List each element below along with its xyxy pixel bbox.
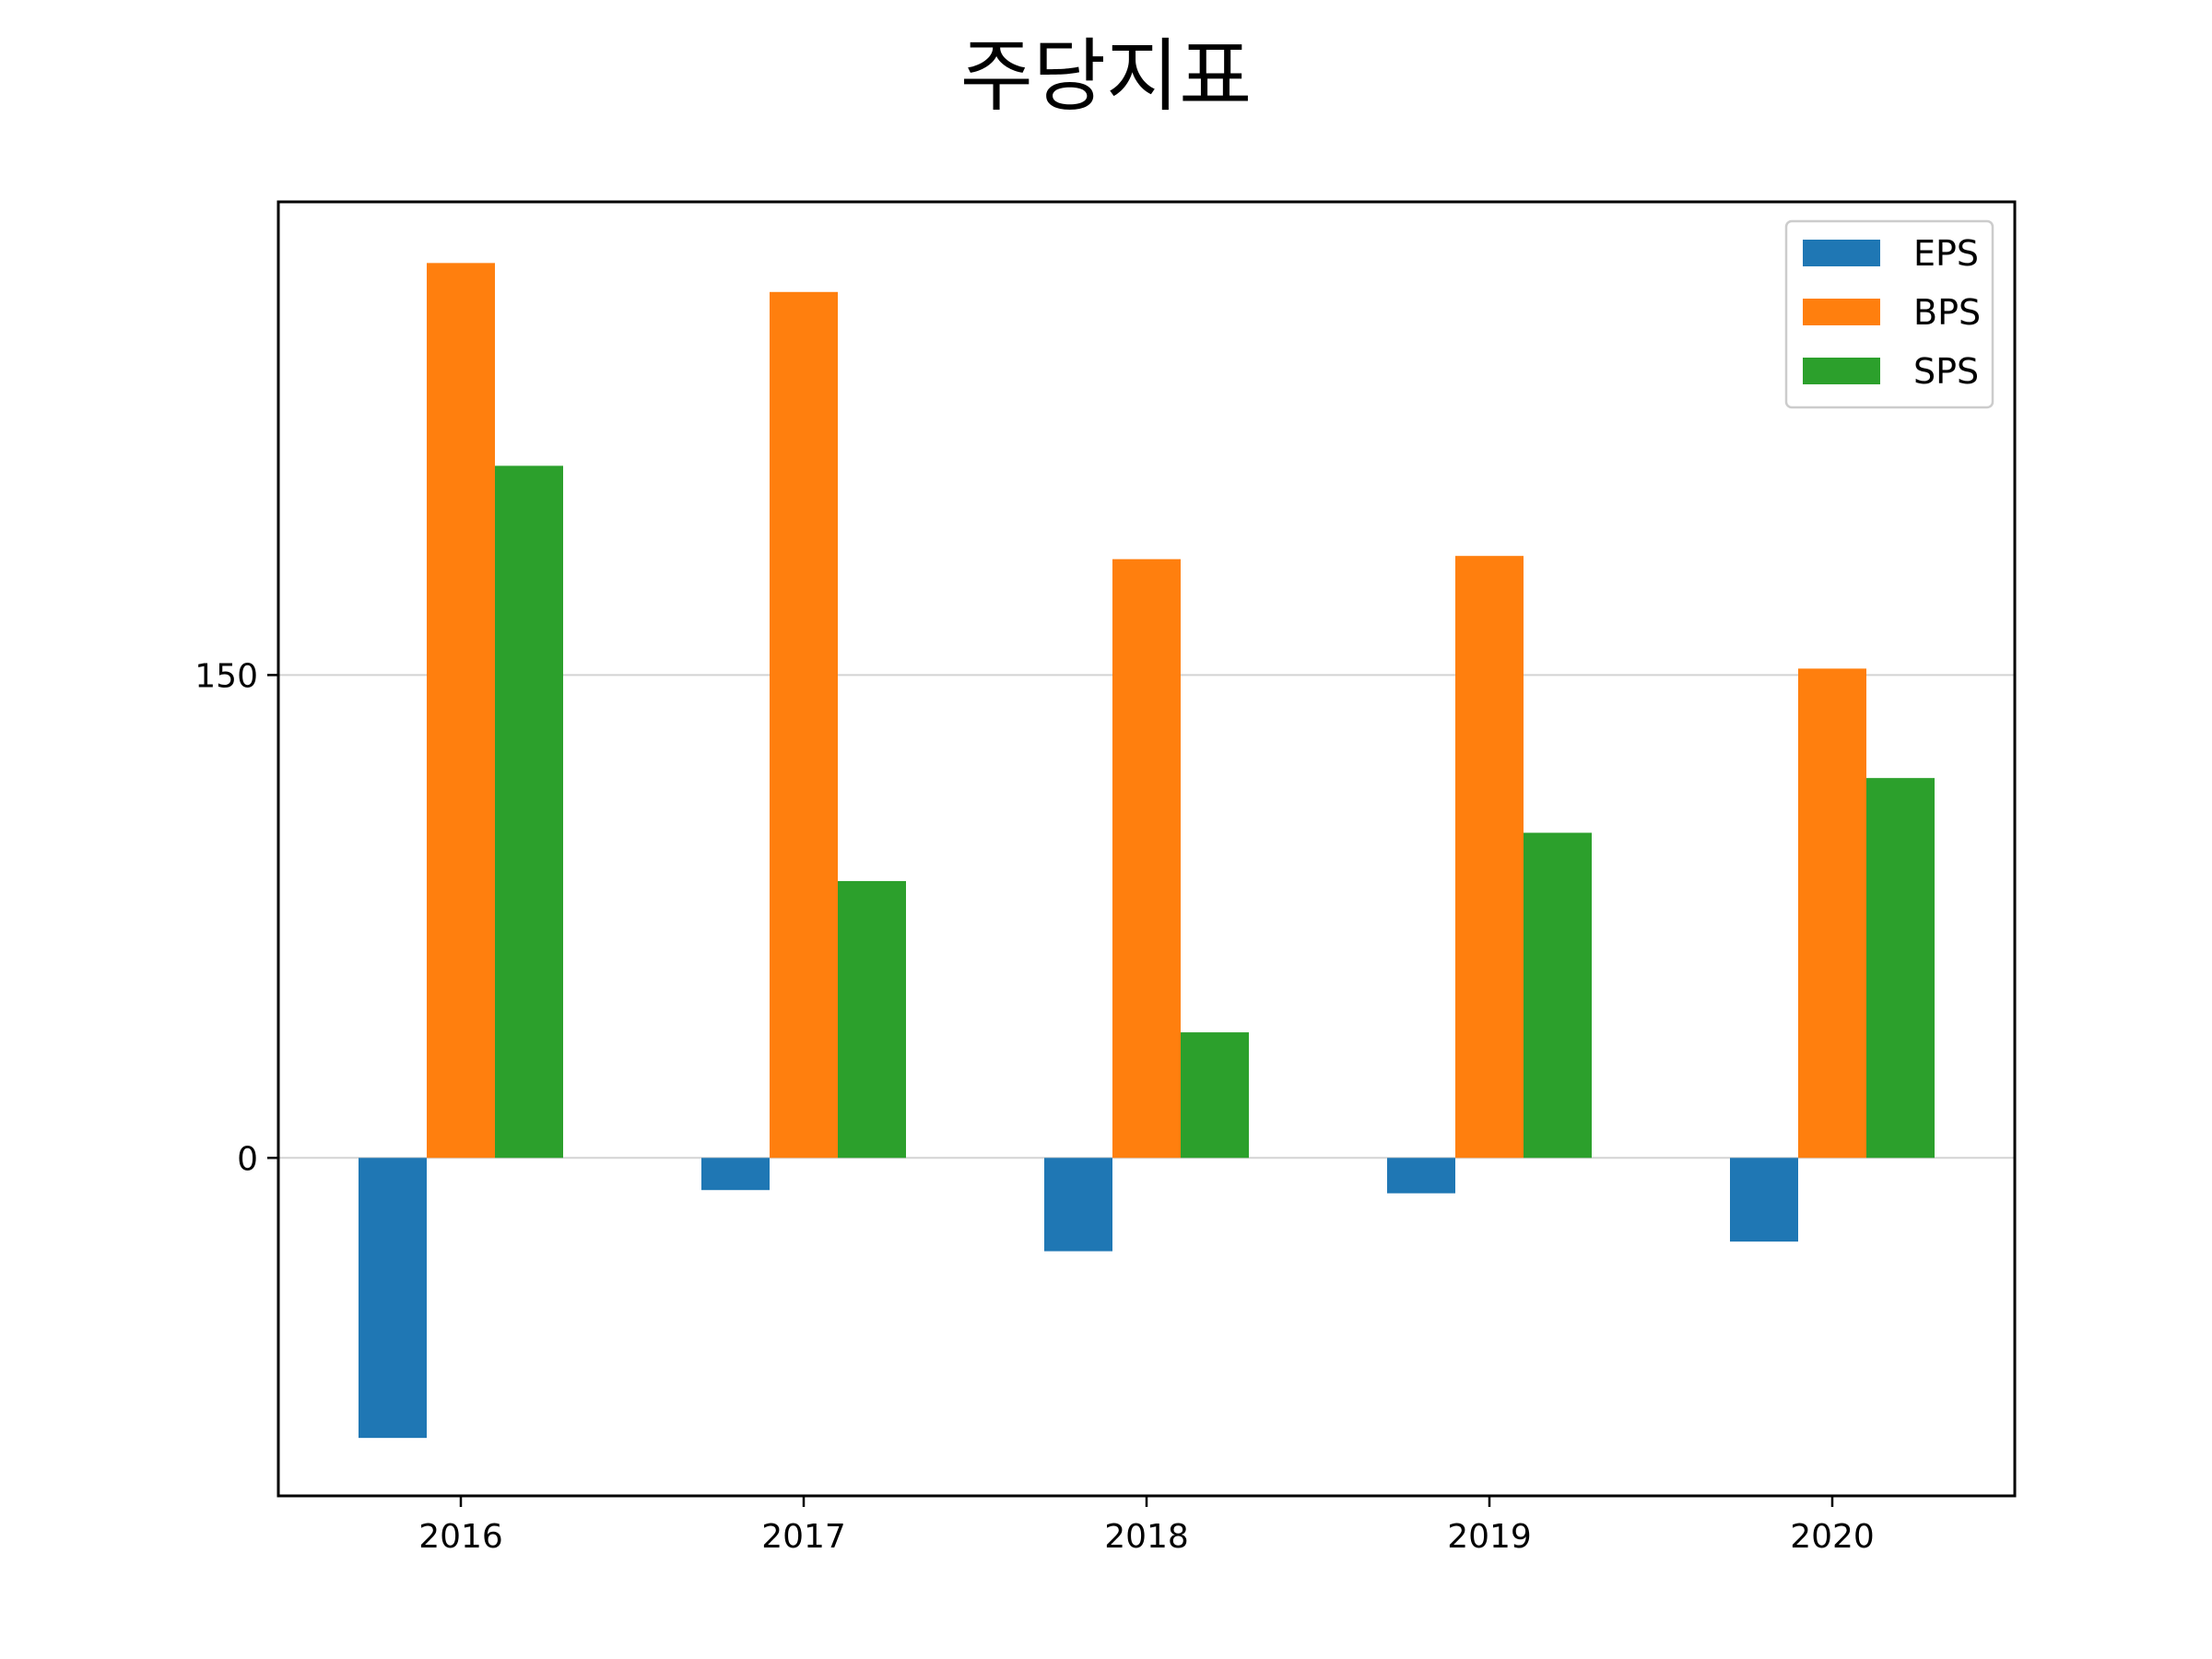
legend-swatch-bps <box>1803 299 1880 325</box>
x-tick-label: 2016 <box>418 1518 503 1556</box>
bar-bps-2019 <box>1455 556 1524 1159</box>
legend-swatch-sps <box>1803 358 1880 384</box>
bar-sps-2020 <box>1866 778 1935 1159</box>
y-axis: 0 150 <box>194 657 278 1178</box>
x-tick-label: 2018 <box>1104 1518 1189 1556</box>
y-tick-label: 150 <box>194 657 258 695</box>
bar-sps-2016 <box>495 465 563 1159</box>
legend-label-sps: SPS <box>1913 351 1979 392</box>
bar-sps-2018 <box>1181 1032 1249 1159</box>
bar-sps-2019 <box>1524 832 1592 1159</box>
bar-eps-2016 <box>359 1158 427 1439</box>
bar-eps-2020 <box>1730 1158 1798 1242</box>
legend-label-eps: EPS <box>1913 233 1979 274</box>
bar-bps-2018 <box>1112 559 1181 1159</box>
bar-bps-2017 <box>770 291 838 1159</box>
x-axis: 2016 2017 2018 2019 2020 <box>418 1496 1875 1556</box>
legend: EPS BPS SPS <box>1784 219 1994 409</box>
bar-bps-2016 <box>427 263 495 1159</box>
legend-label-bps: BPS <box>1913 292 1981 333</box>
y-tick-label: 0 <box>237 1140 258 1178</box>
bar-sps-2017 <box>838 880 906 1159</box>
bar-eps-2019 <box>1387 1158 1455 1194</box>
chart-title: 주당지표 <box>959 30 1253 123</box>
x-tick-label: 2020 <box>1790 1518 1875 1556</box>
bar-eps-2018 <box>1044 1158 1112 1252</box>
x-tick-label: 2017 <box>761 1518 846 1556</box>
x-tick-label: 2019 <box>1447 1518 1532 1556</box>
bar-bps-2020 <box>1798 668 1866 1159</box>
legend-swatch-eps <box>1803 240 1880 266</box>
bars <box>359 263 1935 1439</box>
bar-eps-2017 <box>701 1158 770 1191</box>
